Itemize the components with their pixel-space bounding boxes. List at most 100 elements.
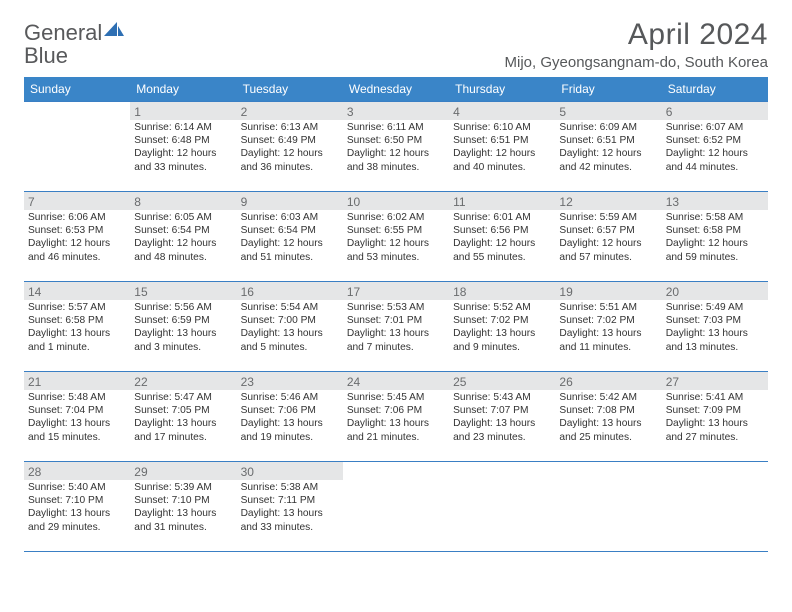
daylight-text: Daylight: 13 hours and 1 minute. [28,327,126,353]
sunset-text: Sunset: 7:02 PM [453,314,551,327]
day-cell: 30Sunrise: 5:38 AMSunset: 7:11 PMDayligh… [237,462,343,552]
sunset-text: Sunset: 6:59 PM [134,314,232,327]
day-number: 28 [24,462,130,480]
day-info: Sunrise: 6:10 AMSunset: 6:51 PMDaylight:… [453,121,551,173]
day-cell: 22Sunrise: 5:47 AMSunset: 7:05 PMDayligh… [130,372,236,462]
day-cell: 3Sunrise: 6:11 AMSunset: 6:50 PMDaylight… [343,102,449,192]
sunrise-text: Sunrise: 5:53 AM [347,301,445,314]
day-number: 21 [24,372,130,390]
daylight-text: Daylight: 13 hours and 25 minutes. [559,417,657,443]
sunset-text: Sunset: 6:51 PM [453,134,551,147]
daylight-text: Daylight: 13 hours and 13 minutes. [666,327,764,353]
day-number: 19 [555,282,661,300]
day-number: 23 [237,372,343,390]
day-info: Sunrise: 5:54 AMSunset: 7:00 PMDaylight:… [241,301,339,353]
calendar-head: Sunday Monday Tuesday Wednesday Thursday… [24,77,768,102]
day-info: Sunrise: 6:13 AMSunset: 6:49 PMDaylight:… [241,121,339,173]
sunrise-text: Sunrise: 6:06 AM [28,211,126,224]
day-number: 9 [237,192,343,210]
daylight-text: Daylight: 13 hours and 9 minutes. [453,327,551,353]
day-cell [555,462,661,552]
daylight-text: Daylight: 13 hours and 29 minutes. [28,507,126,533]
day-header: Tuesday [237,77,343,102]
sunrise-text: Sunrise: 6:07 AM [666,121,764,134]
sunrise-text: Sunrise: 6:09 AM [559,121,657,134]
daylight-text: Daylight: 13 hours and 21 minutes. [347,417,445,443]
title-block: April 2024 Mijo, Gyeongsangnam-do, South… [505,18,769,71]
day-number: 14 [24,282,130,300]
day-info: Sunrise: 5:46 AMSunset: 7:06 PMDaylight:… [241,391,339,443]
daylight-text: Daylight: 13 hours and 27 minutes. [666,417,764,443]
day-cell: 5Sunrise: 6:09 AMSunset: 6:51 PMDaylight… [555,102,661,192]
sunrise-text: Sunrise: 5:39 AM [134,481,232,494]
logo-sail-icon [104,22,124,43]
day-header: Wednesday [343,77,449,102]
day-header: Monday [130,77,236,102]
sunset-text: Sunset: 6:54 PM [241,224,339,237]
day-number: 30 [237,462,343,480]
day-info: Sunrise: 6:05 AMSunset: 6:54 PMDaylight:… [134,211,232,263]
daylight-text: Daylight: 13 hours and 19 minutes. [241,417,339,443]
daylight-text: Daylight: 13 hours and 17 minutes. [134,417,232,443]
daylight-text: Daylight: 13 hours and 5 minutes. [241,327,339,353]
sunset-text: Sunset: 7:06 PM [241,404,339,417]
day-cell: 18Sunrise: 5:52 AMSunset: 7:02 PMDayligh… [449,282,555,372]
daylight-text: Daylight: 13 hours and 7 minutes. [347,327,445,353]
day-cell: 17Sunrise: 5:53 AMSunset: 7:01 PMDayligh… [343,282,449,372]
sunset-text: Sunset: 6:58 PM [666,224,764,237]
calendar-table: Sunday Monday Tuesday Wednesday Thursday… [24,77,768,552]
sunrise-text: Sunrise: 5:42 AM [559,391,657,404]
day-number: 29 [130,462,236,480]
day-number: 25 [449,372,555,390]
day-number: 26 [555,372,661,390]
daylight-text: Daylight: 12 hours and 48 minutes. [134,237,232,263]
day-cell: 27Sunrise: 5:41 AMSunset: 7:09 PMDayligh… [662,372,768,462]
day-cell: 16Sunrise: 5:54 AMSunset: 7:00 PMDayligh… [237,282,343,372]
daylight-text: Daylight: 12 hours and 57 minutes. [559,237,657,263]
day-cell [662,462,768,552]
sunrise-text: Sunrise: 5:45 AM [347,391,445,404]
calendar-page: General Blue April 2024 Mijo, Gyeongsang… [0,0,792,552]
day-info: Sunrise: 5:41 AMSunset: 7:09 PMDaylight:… [666,391,764,443]
sunset-text: Sunset: 7:06 PM [347,404,445,417]
daylight-text: Daylight: 12 hours and 51 minutes. [241,237,339,263]
day-number: 17 [343,282,449,300]
day-info: Sunrise: 5:51 AMSunset: 7:02 PMDaylight:… [559,301,657,353]
sunset-text: Sunset: 6:50 PM [347,134,445,147]
day-number: 6 [662,102,768,120]
daylight-text: Daylight: 13 hours and 11 minutes. [559,327,657,353]
day-number: 12 [555,192,661,210]
day-info: Sunrise: 5:43 AMSunset: 7:07 PMDaylight:… [453,391,551,443]
day-header: Friday [555,77,661,102]
daylight-text: Daylight: 12 hours and 40 minutes. [453,147,551,173]
daylight-text: Daylight: 13 hours and 33 minutes. [241,507,339,533]
sunrise-text: Sunrise: 6:14 AM [134,121,232,134]
sunrise-text: Sunrise: 5:51 AM [559,301,657,314]
week-row: 7Sunrise: 6:06 AMSunset: 6:53 PMDaylight… [24,192,768,282]
sunrise-text: Sunrise: 5:46 AM [241,391,339,404]
daylight-text: Daylight: 12 hours and 55 minutes. [453,237,551,263]
sunrise-text: Sunrise: 6:11 AM [347,121,445,134]
day-info: Sunrise: 5:57 AMSunset: 6:58 PMDaylight:… [28,301,126,353]
daylight-text: Daylight: 12 hours and 53 minutes. [347,237,445,263]
day-number: 10 [343,192,449,210]
sunset-text: Sunset: 7:04 PM [28,404,126,417]
day-info: Sunrise: 6:09 AMSunset: 6:51 PMDaylight:… [559,121,657,173]
day-cell: 11Sunrise: 6:01 AMSunset: 6:56 PMDayligh… [449,192,555,282]
sunrise-text: Sunrise: 5:54 AM [241,301,339,314]
sunrise-text: Sunrise: 6:10 AM [453,121,551,134]
day-info: Sunrise: 5:52 AMSunset: 7:02 PMDaylight:… [453,301,551,353]
day-cell: 9Sunrise: 6:03 AMSunset: 6:54 PMDaylight… [237,192,343,282]
sunset-text: Sunset: 7:08 PM [559,404,657,417]
day-cell: 7Sunrise: 6:06 AMSunset: 6:53 PMDaylight… [24,192,130,282]
week-row: 14Sunrise: 5:57 AMSunset: 6:58 PMDayligh… [24,282,768,372]
sunrise-text: Sunrise: 5:57 AM [28,301,126,314]
day-info: Sunrise: 5:53 AMSunset: 7:01 PMDaylight:… [347,301,445,353]
sunrise-text: Sunrise: 5:52 AM [453,301,551,314]
sunrise-text: Sunrise: 5:49 AM [666,301,764,314]
sunrise-text: Sunrise: 6:05 AM [134,211,232,224]
sunrise-text: Sunrise: 6:03 AM [241,211,339,224]
sunset-text: Sunset: 7:10 PM [28,494,126,507]
day-cell: 25Sunrise: 5:43 AMSunset: 7:07 PMDayligh… [449,372,555,462]
sunset-text: Sunset: 6:54 PM [134,224,232,237]
